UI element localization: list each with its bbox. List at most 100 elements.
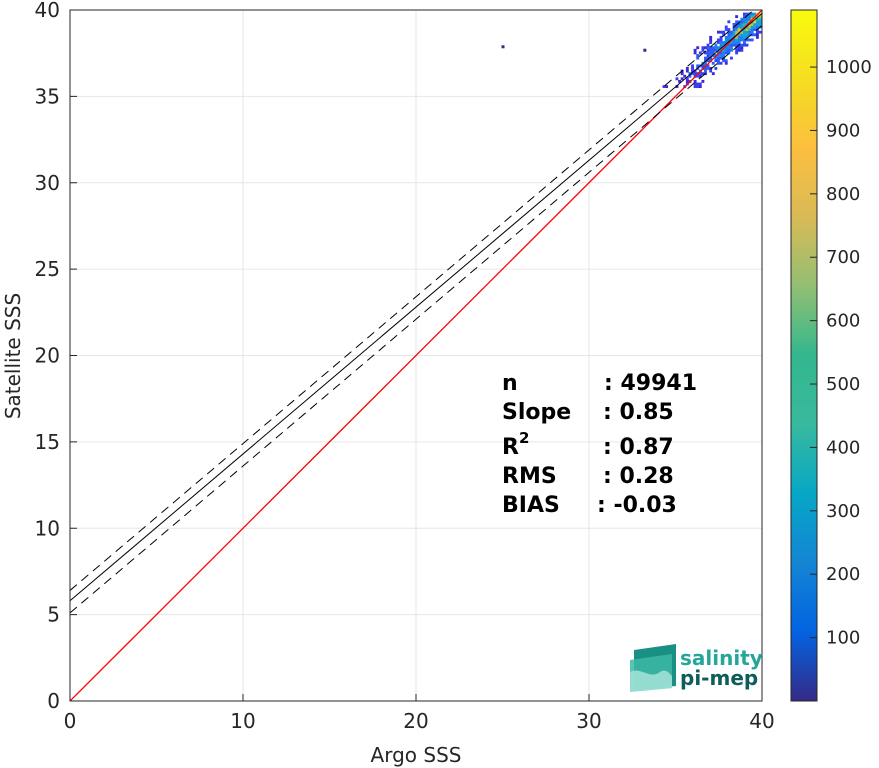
upper-bound-dashed [70,10,755,591]
density-cell [719,61,723,65]
density-cell [724,48,728,52]
density-cell [709,54,713,57]
density-cell [745,20,749,24]
lower-bound-dashed [70,25,762,614]
density-cell [740,46,744,50]
y-tick-label: 15 [35,430,60,454]
density-cell [714,46,718,50]
density-cell [758,17,762,21]
density-cell [740,38,744,42]
density-cell [717,61,720,65]
stat-value: : 0.85 [603,400,674,425]
salinity-pi-mep-logo: salinity pi-mep [630,644,763,692]
density-cell [732,33,736,37]
colorbar-tick-label: 900 [826,120,860,141]
density-cell [724,59,728,63]
density-heatmap [501,12,762,89]
density-cell [729,48,733,52]
density-cell [722,54,726,57]
density-cell [740,17,744,21]
density-cell [753,20,757,24]
density-cell [698,74,702,78]
density-cell [750,38,754,42]
density-cell [737,28,741,32]
density-cell [722,59,726,63]
density-cell [755,15,759,19]
density-cell [717,30,720,34]
axis-ticks: 0 10 20 30 40 0 5 10 15 20 25 30 35 40 [35,0,775,733]
density-cell [727,51,731,55]
density-cell [704,69,707,73]
density-cell [742,28,746,32]
density-cell [722,33,726,37]
density-cell [727,38,731,42]
density-cell [722,43,726,47]
density-cell [748,30,752,34]
density-cell [755,30,759,34]
stat-label: BIAS [502,493,560,518]
density-cell [675,77,679,81]
stat-value: : 0.87 [603,435,674,460]
density-cell [714,59,718,63]
density-cell [724,28,728,32]
density-cell [724,51,728,55]
density-cell [709,35,713,39]
density-cell [722,41,726,44]
density-cell [704,61,707,65]
density-cell [711,54,715,57]
density-cell [680,72,684,76]
density-cell [696,64,700,68]
density-cell [662,85,666,89]
density-cell [742,20,746,24]
density-cell [704,59,707,63]
density-cell [706,54,710,57]
density-cell [742,43,746,47]
colorbar-tick-label: 1000 [826,57,872,78]
density-cell [711,46,715,50]
density-cell [755,33,759,37]
density-cell [732,38,736,42]
density-cell [755,20,759,24]
density-cell [693,85,697,89]
outlier-point [501,45,505,49]
density-cell [696,46,700,50]
density-cell [701,79,705,83]
density-cell [665,85,669,89]
colorbar-tick-label: 600 [826,311,860,332]
density-cell [696,85,700,89]
y-tick-label: 10 [35,516,60,540]
density-cell [719,41,723,44]
colorbar-tick-label: 100 [826,628,860,649]
density-cell [704,46,707,50]
density-cell [732,30,736,34]
density-cell [727,46,731,50]
x-tick-label: 10 [230,709,255,733]
density-cell [745,30,749,34]
density-cell [735,41,739,44]
density-cell [745,33,749,37]
density-cell [748,15,752,19]
density-cell [737,33,741,37]
density-cell [696,74,700,78]
density-cell [691,67,694,70]
colorbar-tick-label: 700 [826,247,860,268]
density-cell [698,82,702,86]
density-cell [742,15,746,19]
density-cell [706,51,710,55]
y-tick-label: 35 [35,84,60,108]
density-cell [742,22,746,26]
density-cell [719,51,723,55]
density-cell [745,28,749,32]
density-cell [755,17,759,21]
density-cell [706,46,710,50]
density-cell [727,33,731,37]
colorbar-tick-label: 200 [826,564,860,585]
density-cell [709,38,713,42]
density-cell [745,25,749,29]
density-cell [724,38,728,42]
density-cell [753,33,757,37]
density-cell [717,59,720,63]
density-cell [722,30,726,34]
density-cell [714,67,718,70]
x-tick-label: 20 [403,709,428,733]
